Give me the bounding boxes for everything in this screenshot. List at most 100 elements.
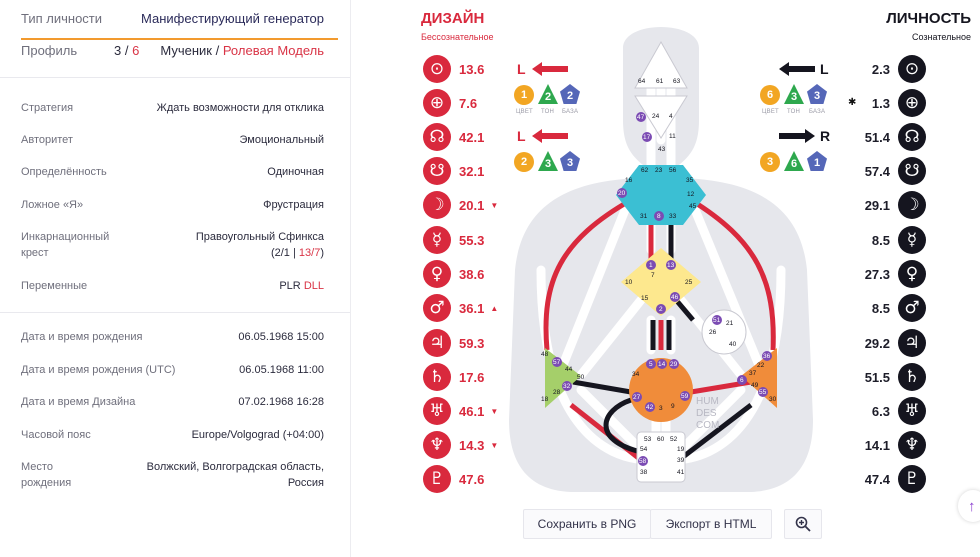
personality-color-badge: 3	[760, 152, 780, 172]
false-self-label: Ложное «Я»	[21, 199, 84, 211]
type-value: Манифестирующий генератор	[141, 11, 324, 26]
gate-43: 43	[658, 146, 666, 153]
gate-40: 40	[729, 341, 737, 348]
detriment-triangle-icon: ▼	[490, 406, 499, 416]
variables-value: PLR DLL	[279, 280, 324, 292]
save-png-button[interactable]: Сохранить в PNG	[523, 509, 651, 539]
gate-29: 29	[670, 361, 678, 368]
personality-base-badge: 3	[807, 84, 827, 104]
badge-caption: ТОН	[541, 109, 554, 115]
cross-label: Инкарнационный крест	[21, 231, 110, 259]
gate-10: 10	[625, 279, 633, 286]
personality-planet-row: 2.3 ⊙	[860, 54, 926, 84]
personality-color-badge: 6	[760, 85, 780, 105]
personality-planet-row: 8.5 ☿	[860, 225, 926, 255]
uranus-icon: ♅	[423, 397, 451, 425]
gate-38: 38	[640, 469, 648, 476]
design-title: ДИЗАЙН	[421, 10, 485, 27]
gate-labels: 64 61 63 47 24 4 17 11 43 62 23 56 16 35…	[541, 78, 777, 476]
uranus-icon: ♅	[898, 397, 926, 425]
design-gate-line-value: 13.6	[459, 61, 485, 77]
gate-22: 22	[757, 362, 765, 369]
svg-text:COM: COM	[696, 420, 719, 431]
personality-gate-line-value: 2.3	[871, 61, 890, 77]
export-html-button[interactable]: Экспорт в HTML	[650, 509, 772, 539]
panel-edge	[350, 0, 351, 557]
jupiter-icon: ♃	[898, 329, 926, 357]
personality-gate-line-value: 29.1	[864, 197, 890, 213]
moon-icon: ☽	[423, 191, 451, 219]
personality-gate-line-value: 8.5	[871, 300, 890, 316]
earth-icon: ⊕	[898, 89, 926, 117]
gate-34: 34	[632, 371, 640, 378]
personality-subtitle: Сознательное	[912, 32, 971, 42]
south-node-icon: ☋	[898, 157, 926, 185]
personality-title: ЛИЧНОСТЬ	[886, 10, 971, 27]
gate-20: 20	[618, 190, 626, 197]
gate-48: 48	[541, 351, 549, 358]
place-label: Место рождения	[21, 461, 72, 489]
timezone-label: Часовой пояс	[21, 429, 91, 441]
personality-planet-row: 14.1 ♆	[860, 430, 926, 460]
gate-53: 53	[644, 436, 652, 443]
design-gate-line-value: 55.3	[459, 232, 485, 248]
gate-36: 36	[763, 353, 771, 360]
design-planet-row: ♀ 38.6	[423, 259, 484, 289]
gate-16: 16	[625, 177, 633, 184]
personality-gate-line-value: 27.3	[864, 266, 890, 282]
moon-icon: ☽	[898, 191, 926, 219]
design-arrow-top-icon	[532, 62, 568, 76]
badge-caption: БАЗА	[809, 109, 826, 115]
personality-gate-line-value: 57.4	[864, 163, 890, 179]
gate-21: 21	[726, 320, 734, 327]
badge-caption: ТОН	[787, 109, 800, 115]
personality-planet-row: 27.3 ♀	[860, 259, 926, 289]
design-planet-row: ☋ 32.1	[423, 156, 484, 186]
ajna-center	[634, 95, 688, 139]
arrow-up-icon: ↑	[968, 497, 976, 515]
design-arrow-bottom-label: L	[517, 128, 526, 144]
gate-52: 52	[670, 436, 678, 443]
gate-18: 18	[541, 396, 549, 403]
scroll-to-top-button[interactable]: ↑	[958, 490, 980, 522]
zoom-button[interactable]	[784, 509, 822, 539]
place-value: Волжский, Волгоградская область, Россия	[146, 461, 324, 489]
gate-56: 56	[669, 167, 677, 174]
profile-numbers: 3 / 6	[114, 43, 140, 58]
personality-base-badge: 1	[807, 151, 827, 171]
gate-57: 57	[553, 359, 561, 366]
detriment-triangle-icon: ▼	[490, 200, 499, 210]
gate-46: 46	[671, 294, 679, 301]
design-planet-row: ☊ 42.1	[423, 122, 484, 152]
gate-19: 19	[677, 446, 685, 453]
birth-value: 06.05.1968 15:00	[238, 331, 324, 343]
personality-arrow-top-label: L	[820, 61, 829, 77]
design-subtitle: Бессознательное	[421, 32, 494, 42]
pluto-icon: ♇	[423, 465, 451, 493]
authority-label: Авторитет	[21, 134, 73, 146]
gate-51: 51	[713, 317, 721, 324]
design-date-label: Дата и время Дизайна	[21, 396, 136, 408]
definition-value: Одиночная	[267, 166, 324, 178]
g-center	[621, 248, 701, 316]
gate-30: 30	[769, 396, 777, 403]
design-gate-line-value: 14.3	[459, 437, 485, 453]
gate-63: 63	[673, 78, 681, 85]
personality-gate-line-value: 51.5	[864, 369, 890, 385]
gate-4: 4	[669, 113, 673, 120]
gate-8: 8	[657, 213, 661, 220]
bodygraph: 64 61 63 47 24 4 17 11 43 62 23 56 16 35…	[509, 27, 813, 492]
gate-49: 49	[751, 382, 759, 389]
saturn-icon: ♄	[898, 363, 926, 391]
design-gate-line-value: 20.1	[459, 197, 485, 213]
earth-icon: ⊕	[423, 89, 451, 117]
design-planet-row: ♃ 59.3	[423, 328, 484, 358]
mercury-icon: ☿	[898, 226, 926, 254]
gate-11: 11	[669, 133, 676, 140]
personality-arrow-bottom-icon	[779, 129, 815, 143]
cross-value: Правоугольный Сфинкса (2/1 | 13/7)	[195, 231, 324, 259]
gate-50: 50	[577, 374, 585, 381]
design-gate-line-value: 59.3	[459, 335, 485, 351]
mars-icon: ♂	[423, 294, 451, 322]
personality-gate-line-value: 14.1	[864, 437, 890, 453]
